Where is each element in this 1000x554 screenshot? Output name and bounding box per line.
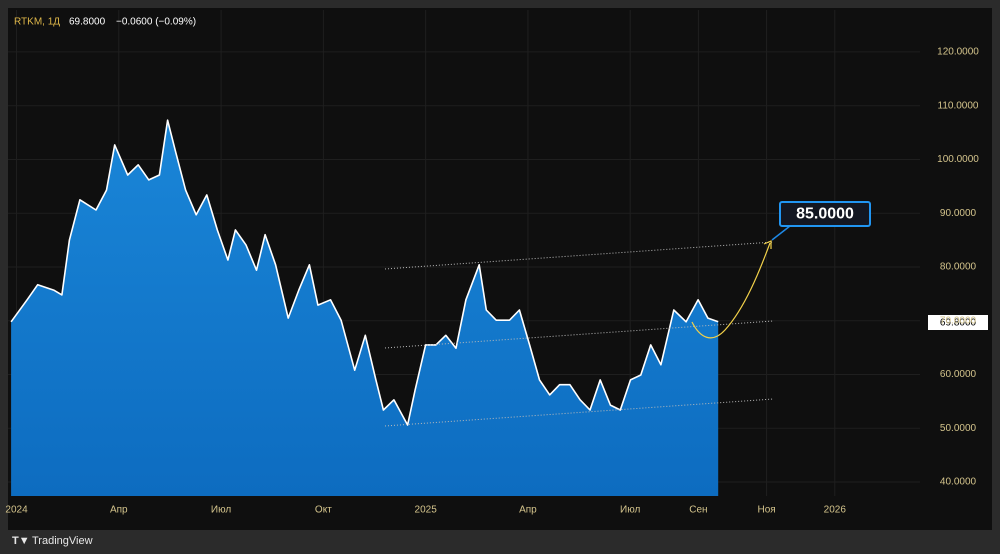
brand: TradingView bbox=[32, 535, 93, 547]
projection-curve bbox=[691, 242, 771, 339]
x-tick-label: 2024 bbox=[5, 505, 28, 516]
x-tick-label: Июл bbox=[211, 505, 231, 516]
callout-pointer bbox=[771, 225, 791, 241]
last-price-label: 69.8000 bbox=[940, 318, 977, 329]
callout-text: 85.0000 bbox=[796, 206, 854, 223]
x-tick-label: 2025 bbox=[415, 505, 438, 516]
arrow-head bbox=[763, 240, 772, 249]
x-tick-label: Ноя bbox=[757, 505, 775, 516]
brand-logo: T▼ bbox=[12, 535, 30, 547]
last-price-box bbox=[928, 315, 988, 330]
price-line bbox=[10, 119, 719, 426]
channel-line bbox=[384, 320, 774, 349]
y-tick-label: 90.0000 bbox=[940, 208, 977, 219]
y-tick-label: 80.0000 bbox=[940, 262, 977, 273]
y-tick-label: 40.0000 bbox=[940, 477, 977, 488]
x-tick-label: Окт bbox=[315, 505, 332, 516]
y-tick-label: 60.0000 bbox=[940, 369, 977, 380]
y-tick-label: 100.0000 bbox=[937, 154, 979, 165]
callout-box bbox=[779, 201, 871, 227]
symbol: RTKM, 1Д bbox=[14, 17, 60, 28]
x-tick-label: 2026 bbox=[824, 505, 847, 516]
x-tick-label: Июл bbox=[620, 505, 640, 516]
price: 69.8000 bbox=[69, 17, 106, 28]
y-tick-label: 110.0000 bbox=[938, 100, 979, 111]
y-tick-label: 120.0000 bbox=[937, 47, 979, 58]
change: −0.0600 (−0.09%) bbox=[116, 17, 196, 28]
x-tick-label: Апр bbox=[110, 505, 128, 516]
y-tick-label: 70.0000 bbox=[940, 315, 977, 326]
x-tick-label: Апр bbox=[519, 505, 537, 516]
x-tick-label: Сен bbox=[689, 505, 707, 516]
area-fill bbox=[11, 120, 719, 496]
channel-line bbox=[384, 398, 774, 427]
channel-line bbox=[384, 241, 774, 270]
y-tick-label: 50.0000 bbox=[940, 423, 977, 434]
